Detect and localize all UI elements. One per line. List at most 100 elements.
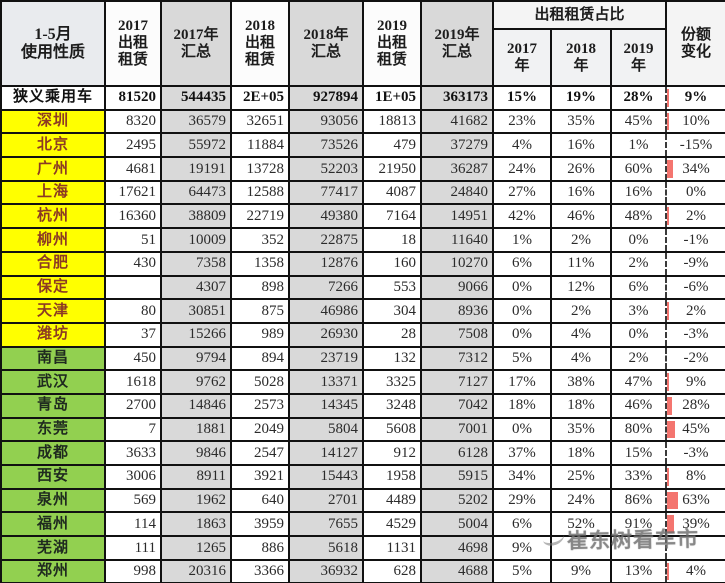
value-cell: 14345	[288, 392, 364, 419]
share-cell: 9%	[550, 558, 612, 583]
value-cell: 5202	[420, 487, 494, 514]
value-cell: 5028	[230, 369, 290, 395]
value-cell: 26930	[288, 321, 364, 348]
value-cell: 11884	[230, 132, 290, 159]
share-change-bar	[668, 491, 678, 510]
share-cell: 28%	[610, 85, 666, 111]
share-cell	[550, 535, 612, 561]
city-cell: 北京	[0, 132, 106, 159]
table-row: 深圳 8320 36579 32651 93056 18813 41682 23% 35% 45%…	[0, 108, 725, 135]
value-cell: 73526	[288, 132, 364, 159]
value-cell: 22719	[230, 203, 290, 230]
table-row: 西安 3006 8911 3921 15443 1958 5915 34% 25% 33% 8%	[0, 464, 725, 490]
share-cell: 18%	[550, 440, 612, 466]
value-cell: 4307	[160, 274, 232, 301]
value-cell: 12876	[288, 250, 364, 277]
share-cell: 2%	[610, 345, 666, 372]
share-change-bar	[668, 373, 669, 391]
table-row: 南昌 450 9794 894 23719 132 7312 5% 4% 2% -2%	[0, 345, 725, 372]
city-cell: 深圳	[0, 108, 106, 135]
value-cell: 4698	[420, 535, 494, 561]
value-cell: 5804	[288, 416, 364, 443]
value-cell: 3325	[362, 369, 422, 395]
share-cell	[610, 535, 666, 561]
value-cell: 479	[362, 132, 422, 159]
share-cell: 15%	[610, 440, 666, 466]
share-change-cell: 4%	[665, 558, 725, 583]
value-cell: 7164	[362, 203, 422, 230]
value-cell: 2049	[230, 416, 290, 443]
city-cell: 东莞	[0, 416, 106, 443]
header-2017-rental: 2017 出租 租赁	[104, 0, 162, 87]
value-cell: 14951	[420, 203, 494, 230]
value-cell: 10009	[160, 227, 232, 253]
share-cell: 4%	[550, 321, 612, 348]
value-cell: 8911	[160, 464, 232, 490]
value-cell: 5915	[420, 464, 494, 490]
value-cell: 1358	[230, 250, 290, 277]
share-cell: 16%	[610, 179, 666, 206]
city-cell: 福州	[0, 511, 106, 538]
share-change-value: 34%	[682, 160, 710, 177]
value-cell: 363173	[420, 85, 494, 111]
value-cell: 49380	[288, 203, 364, 230]
share-cell: 80%	[610, 416, 666, 443]
value-cell: 1E+05	[362, 85, 422, 111]
value-cell	[104, 274, 162, 301]
value-cell: 5618	[288, 535, 364, 561]
value-cell: 1265	[160, 535, 232, 561]
share-change-value: -3%	[683, 326, 709, 343]
value-cell: 3366	[230, 558, 290, 583]
share-cell: 27%	[492, 179, 552, 206]
value-cell: 55972	[160, 132, 232, 159]
header-2018-rental: 2018 出租 租赁	[230, 0, 290, 87]
value-cell: 24840	[420, 179, 494, 206]
value-cell: 544435	[160, 85, 232, 111]
value-cell: 1618	[104, 369, 162, 395]
share-change-cell: -3%	[665, 440, 725, 466]
city-cell: 芜湖	[0, 535, 106, 561]
share-change-value: 8%	[686, 468, 706, 485]
share-cell: 42%	[492, 203, 552, 230]
value-cell: 41682	[420, 108, 494, 135]
header-2019-total: 2019年 汇总	[420, 0, 494, 87]
share-cell: 5%	[492, 345, 552, 372]
share-cell: 33%	[610, 464, 666, 490]
share-change-value: 63%	[682, 492, 710, 509]
value-cell: 7001	[420, 416, 494, 443]
share-change-value: 39%	[682, 515, 710, 532]
header-2018-total: 2018年 汇总	[288, 0, 364, 87]
share-cell: 37%	[492, 440, 552, 466]
share-change-bar	[668, 89, 669, 107]
share-change-value: 2%	[686, 302, 706, 319]
value-cell: 37279	[420, 132, 494, 159]
value-cell: 2701	[288, 487, 364, 514]
share-cell: 18%	[492, 392, 552, 419]
share-cell: 24%	[492, 156, 552, 182]
value-cell: 32651	[230, 108, 290, 135]
city-cell: 青岛	[0, 392, 106, 419]
share-change-cell: 28%	[665, 392, 725, 419]
value-cell: 51	[104, 227, 162, 253]
share-cell: 48%	[610, 203, 666, 230]
value-cell: 640	[230, 487, 290, 514]
city-cell: 狭义乘用车	[0, 85, 106, 111]
value-cell: 1958	[362, 464, 422, 490]
value-cell: 8936	[420, 298, 494, 324]
share-change-value: 10%	[682, 113, 710, 130]
city-cell: 郑州	[0, 558, 106, 583]
share-cell: 52%	[550, 511, 612, 538]
share-cell: 0%	[610, 227, 666, 253]
value-cell: 15443	[288, 464, 364, 490]
value-cell: 36579	[160, 108, 232, 135]
share-cell: 35%	[550, 416, 612, 443]
value-cell: 3633	[104, 440, 162, 466]
share-change-value: -9%	[683, 255, 709, 272]
share-change-bar	[668, 207, 669, 226]
value-cell: 81520	[104, 85, 162, 111]
city-cell: 保定	[0, 274, 106, 301]
value-cell: 1863	[160, 511, 232, 538]
share-change-bar	[668, 160, 673, 178]
share-change-cell: 34%	[665, 156, 725, 182]
share-cell: 3%	[610, 298, 666, 324]
